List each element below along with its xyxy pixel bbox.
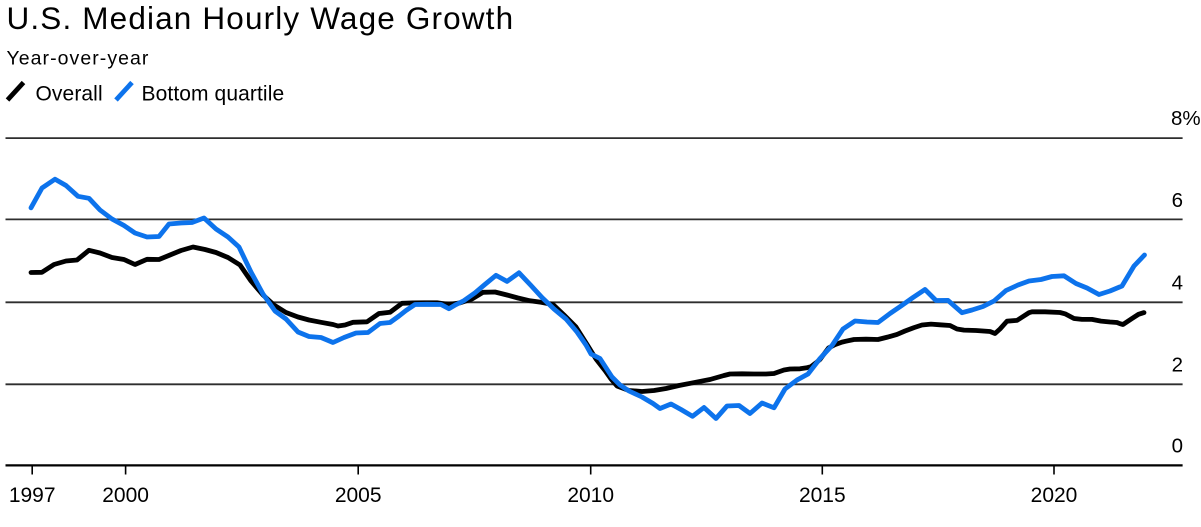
svg-text:Overall: Overall	[36, 82, 103, 105]
svg-text:2015: 2015	[799, 484, 846, 507]
svg-text:Bottom quartile: Bottom quartile	[142, 82, 285, 105]
svg-text:2: 2	[1172, 354, 1183, 377]
svg-text:2000: 2000	[102, 484, 149, 507]
svg-text:4: 4	[1172, 272, 1183, 295]
svg-text:U.S. Median Hourly Wage Growth: U.S. Median Hourly Wage Growth	[7, 0, 515, 36]
svg-text:8%: 8%	[1171, 107, 1201, 130]
svg-text:6: 6	[1172, 189, 1183, 212]
svg-text:2005: 2005	[335, 484, 382, 507]
svg-text:2020: 2020	[1031, 484, 1078, 507]
svg-text:Year-over-year: Year-over-year	[7, 47, 150, 69]
svg-text:0: 0	[1172, 435, 1183, 458]
svg-text:2010: 2010	[567, 484, 614, 507]
svg-text:1997: 1997	[9, 484, 56, 507]
